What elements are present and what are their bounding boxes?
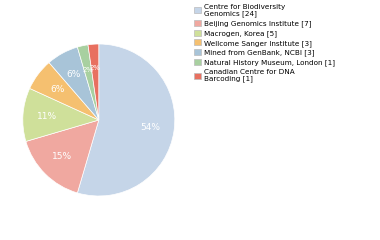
Wedge shape (88, 44, 99, 120)
Wedge shape (23, 88, 99, 141)
Text: 6%: 6% (67, 70, 81, 79)
Wedge shape (78, 45, 99, 120)
Wedge shape (49, 47, 99, 120)
Legend: Centre for Biodiversity
Genomics [24], Beijing Genomics Institute [7], Macrogen,: Centre for Biodiversity Genomics [24], B… (194, 4, 335, 83)
Wedge shape (30, 63, 99, 120)
Text: 2%: 2% (82, 66, 93, 72)
Text: 6%: 6% (50, 84, 65, 94)
Wedge shape (78, 44, 175, 196)
Text: 2%: 2% (90, 66, 101, 72)
Text: 11%: 11% (37, 112, 57, 121)
Text: 15%: 15% (52, 152, 72, 161)
Text: 54%: 54% (140, 123, 160, 132)
Wedge shape (26, 120, 99, 193)
